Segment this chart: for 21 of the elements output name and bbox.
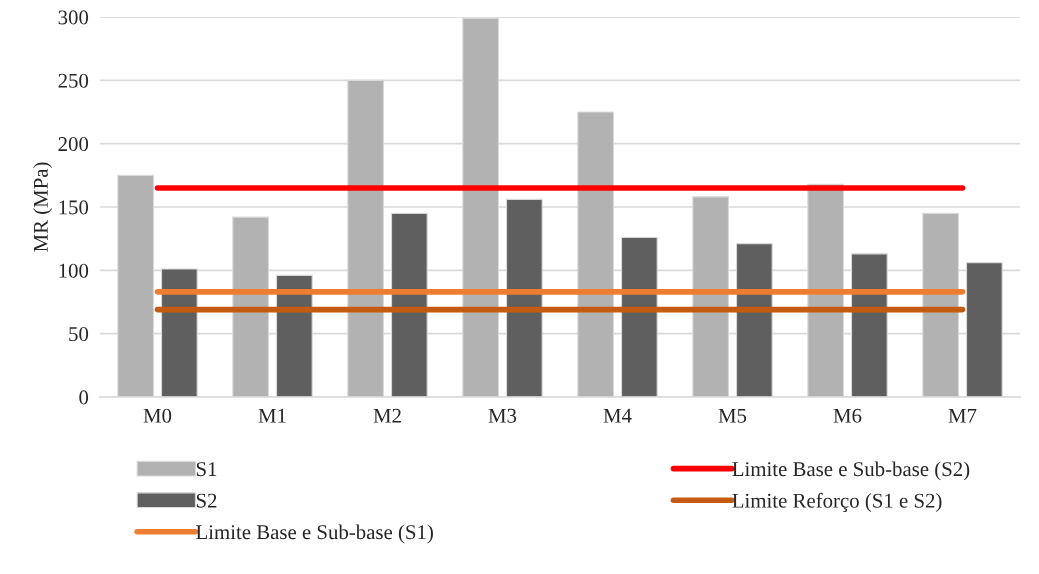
y-tick-label: 100: [59, 263, 89, 278]
x-tick-label: M0: [143, 408, 172, 423]
x-tick-label: M7: [948, 408, 977, 423]
y-tick-label: 150: [59, 200, 89, 215]
legend-label: Limite Base e Sub-base (S1): [196, 524, 433, 544]
legend-label: S2: [196, 493, 217, 508]
y-tick-label: 200: [58, 137, 89, 152]
x-tick-label: M2: [373, 408, 401, 423]
x-tick-label: M5: [718, 408, 747, 423]
x-tick-label: M6: [833, 408, 862, 423]
legend-label: S1: [196, 462, 217, 477]
y-tick-label: 0: [79, 390, 89, 405]
legend-label: Limite Reforço (S1 e S2): [732, 492, 942, 512]
y-tick-label: 250: [58, 73, 89, 88]
y-axis-title: MR (MPa): [33, 162, 53, 252]
y-tick-label: 50: [69, 327, 89, 342]
x-tick-label: M4: [603, 408, 632, 423]
y-tick-label: 300: [58, 10, 89, 25]
x-tick-label: M3: [488, 408, 517, 423]
legend-label: Limite Base e Sub-base (S2): [732, 461, 970, 481]
x-tick-label: M1: [258, 408, 286, 423]
